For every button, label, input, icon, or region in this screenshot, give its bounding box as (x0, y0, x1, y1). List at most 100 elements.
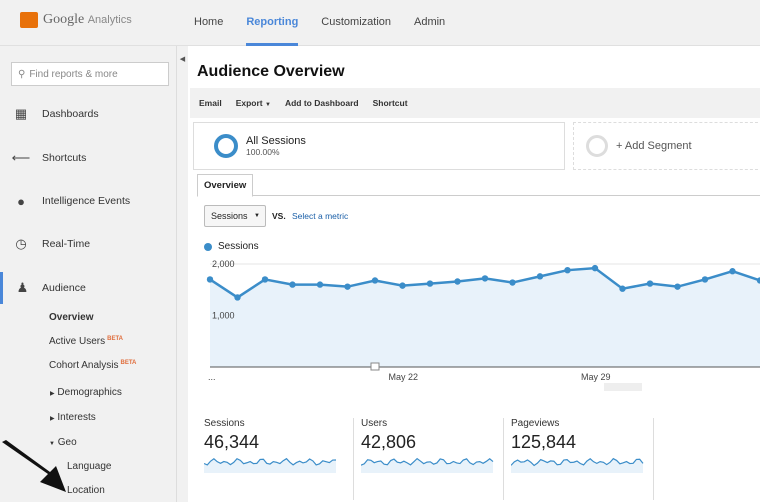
analytics-logo-icon (20, 12, 38, 28)
data-point (316, 281, 324, 288)
add-to-dashboard-button[interactable]: Add to Dashboard (284, 98, 359, 108)
sidebar-item-label: Dashboards (42, 108, 99, 120)
data-point (261, 276, 269, 283)
logo[interactable]: Google Analytics (20, 12, 132, 28)
search-icon: ⚲ (18, 68, 26, 80)
y-tick-label: 1,000 (212, 311, 235, 321)
segment-ring-empty-icon (586, 135, 608, 157)
metric-value: 125,844 (511, 432, 577, 452)
segment-name: All Sessions (246, 135, 306, 147)
sparkline (360, 457, 494, 473)
shortcut-button[interactable]: Shortcut (372, 98, 408, 108)
sidebar-sub-overview[interactable]: Overview (49, 312, 94, 323)
data-point (344, 283, 351, 290)
beta-badge: BETA (107, 336, 124, 342)
data-point (509, 279, 516, 286)
report-toolbar: Email Export ▼ Add to Dashboard Shortcut (190, 88, 760, 118)
sidebar-sub-demographics[interactable]: ▶ Demographics (50, 387, 122, 398)
people-icon: ♟ (16, 280, 29, 295)
data-point (454, 278, 461, 285)
metric-select-value: Sessions (211, 211, 248, 221)
data-point (536, 273, 544, 280)
sub-label: Active Users (49, 336, 106, 347)
chart-expand-handle[interactable] (604, 383, 642, 391)
sidebar-item-intelligence-events[interactable]: ● Intelligence Events (0, 191, 176, 211)
tab-overview[interactable]: Overview (197, 174, 254, 197)
main-content: Audience Overview Email Export ▼ Add to … (190, 46, 760, 502)
metric-select[interactable]: Sessions ▼ (204, 205, 266, 227)
x-tick-label: May 29 (581, 372, 611, 382)
data-point (591, 264, 599, 272)
sidebar-sub-language[interactable]: Language (67, 461, 112, 472)
data-point (701, 276, 709, 283)
export-label: Export (235, 98, 263, 108)
top-bar: Google Analytics Home Reporting Customiz… (0, 0, 760, 46)
email-button[interactable]: Email (199, 98, 222, 108)
y-tick-label: 2,000 (212, 259, 235, 269)
data-point (234, 294, 241, 301)
sidebar-sub-location[interactable]: Location (67, 485, 105, 496)
sparkline (510, 457, 644, 473)
product-name: Analytics (87, 14, 132, 26)
sessions-chart: 2,000 1,000... May 22 May 29 (206, 259, 760, 391)
sub-label: Cohort Analysis (49, 360, 119, 371)
legend-dot (204, 242, 212, 251)
metric-value: 46,344 (204, 432, 260, 452)
nav-customization[interactable]: Customization (321, 16, 391, 28)
caret-down-icon: ▼ (254, 213, 260, 219)
area-fill (210, 268, 760, 367)
sidebar-item-label: Intelligence Events (42, 195, 131, 207)
segment-all-sessions[interactable]: All Sessions 100.00% (193, 122, 565, 170)
sparkline (203, 457, 337, 473)
data-point (426, 280, 434, 287)
nav-admin[interactable]: Admin (414, 16, 446, 28)
tab-bar: Overview (197, 174, 760, 197)
segment-percent: 100.00% (246, 147, 280, 157)
metric-label: Users (361, 418, 388, 429)
sidebar-item-real-time[interactable]: ◷ Real-Time (0, 234, 176, 254)
main-nav: Home Reporting Customization Admin (194, 0, 445, 46)
data-point (399, 282, 406, 289)
data-point (371, 277, 379, 284)
select-metric-link[interactable]: Select a metric (292, 211, 349, 221)
nav-home[interactable]: Home (194, 16, 224, 28)
sub-label: Interests (57, 412, 96, 423)
sidebar-sub-active-users[interactable]: Active Users BETA (49, 336, 123, 347)
sidebar-item-label: Shortcuts (42, 152, 87, 164)
sidebar-item-audience[interactable]: ♟ Audience (0, 272, 176, 304)
data-point (289, 281, 296, 288)
x-tick-label: ... (208, 372, 216, 382)
shortcut-arrow-icon: ⟵ (11, 150, 31, 165)
segment-ring-icon (214, 134, 238, 158)
annotation-arrow-icon (2, 440, 66, 492)
caret-down-icon: ▼ (49, 441, 55, 447)
beta-badge: BETA (120, 360, 137, 366)
sidebar-sub-interests[interactable]: ▶ Interests (50, 412, 96, 423)
vs-label: VS. (272, 211, 286, 221)
clock-icon: ◷ (15, 236, 27, 251)
legend-label: Sessions (218, 241, 259, 252)
sidebar-item-label: Real-Time (42, 238, 91, 250)
nav-reporting[interactable]: Reporting (246, 0, 299, 46)
page-title: Audience Overview (197, 63, 345, 80)
data-point (674, 283, 681, 290)
data-point (481, 275, 489, 282)
sidebar-sub-cohort-analysis[interactable]: Cohort Analysis BETA (49, 360, 136, 371)
collapse-sidebar-button[interactable]: ◀ (176, 46, 188, 502)
search-placeholder: Find reports & more (29, 68, 118, 80)
metric-sessions: Sessions 46,344 (203, 418, 354, 500)
sidebar-item-dashboards[interactable]: ▦ Dashboards (0, 104, 176, 124)
caret-left-icon: ◀ (179, 56, 186, 63)
search-input[interactable]: ⚲ Find reports & more (11, 62, 169, 86)
sidebar-sub-geo[interactable]: ▼ Geo (49, 437, 77, 448)
data-point (619, 285, 626, 292)
export-button[interactable]: Export ▼ (236, 98, 271, 108)
metric-label: Sessions (204, 418, 245, 429)
sidebar-item-shortcuts[interactable]: ⟵ Shortcuts (0, 148, 176, 168)
x-tick-label: May 22 (389, 372, 419, 382)
metric-value: 42,806 (361, 432, 417, 452)
add-segment-button[interactable]: + Add Segment (573, 122, 760, 170)
caret-right-icon: ▶ (50, 391, 55, 397)
metric-label: Pageviews (511, 418, 560, 429)
sidebar-item-label: Audience (42, 282, 86, 294)
